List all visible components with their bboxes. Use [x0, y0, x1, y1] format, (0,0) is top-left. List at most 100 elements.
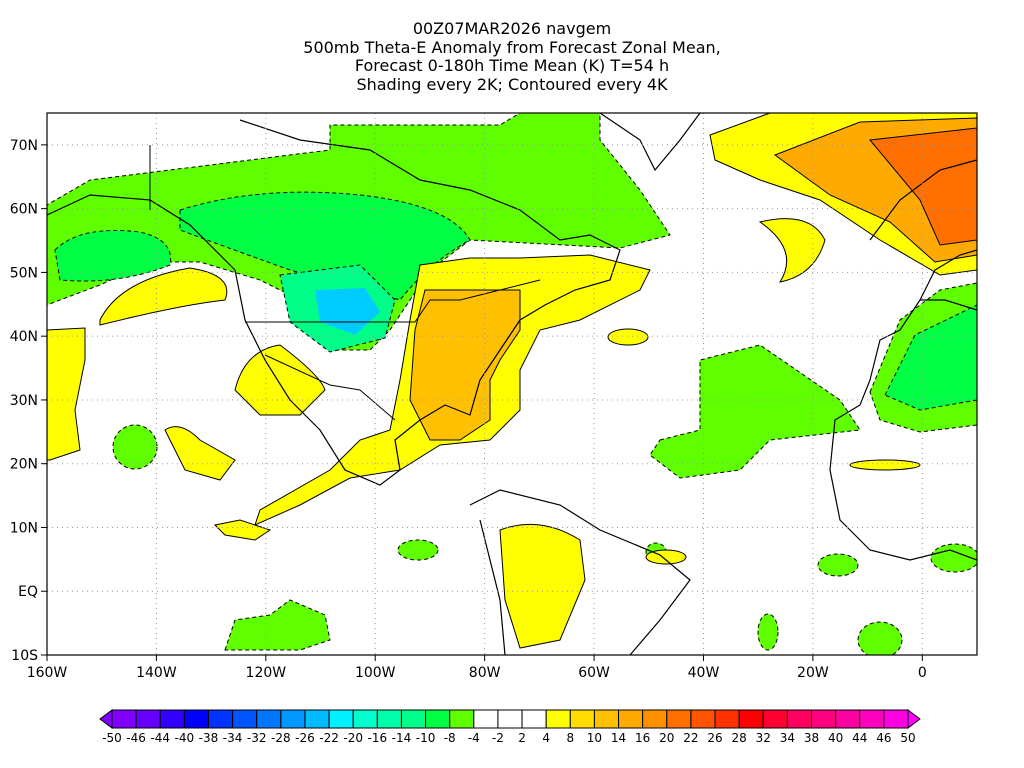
title-line-4: Shading every 2K; Contoured every 4K — [356, 74, 668, 94]
colorbar-label: 40 — [828, 731, 843, 745]
colorbar-swatch — [690, 709, 716, 729]
negative-anomaly-alaska-core — [54, 229, 172, 282]
colorbar-label: -46 — [126, 731, 146, 745]
colorbar-swatch — [400, 709, 427, 729]
y-tick-label: 20N — [10, 457, 38, 473]
y-tick-label: 50N — [10, 265, 38, 281]
colorbar-swatch — [883, 709, 909, 729]
colorbar-label: 22 — [683, 731, 698, 745]
y-tick-label: 60N — [10, 202, 38, 218]
negative-anomaly-plains-core — [315, 288, 380, 335]
colorbar-label: 2 — [518, 731, 526, 745]
colorbar-label: -8 — [444, 731, 456, 745]
title-line-2: 500mb Theta-E Anomaly from Forecast Zona… — [303, 37, 721, 57]
colorbar-label: -28 — [271, 731, 291, 745]
colorbar-swatch — [666, 709, 692, 729]
colorbar-swatch — [280, 709, 306, 729]
colorbar-label: 14 — [611, 731, 626, 745]
axis-ticks: 160W 140W 120W 100W 80W 60W 40W 20W 0 70N 60N 50N 40… — [10, 138, 927, 681]
colorbar-label: -20 — [343, 731, 363, 745]
x-tick-label: 140W — [136, 665, 177, 681]
colorbar-label: 44 — [852, 731, 867, 745]
colorbar-swatch — [449, 709, 475, 729]
colorbar-swatch — [835, 709, 861, 729]
colorbar-swatch — [111, 709, 137, 729]
y-tick-label: 30N — [10, 393, 38, 409]
colorbar-swatch — [183, 709, 209, 729]
y-tick-label: 40N — [10, 329, 38, 345]
y-tick-label: EQ — [18, 584, 38, 600]
colorbar-label: 8 — [566, 731, 574, 745]
y-tick-label: 70N — [10, 138, 38, 154]
x-tick-label: 100W — [355, 665, 396, 681]
colorbar-label: 28 — [732, 731, 747, 745]
y-tick-label: 10S — [11, 648, 38, 664]
colorbar-swatch — [714, 709, 740, 729]
colorbar-swatch — [207, 709, 234, 729]
colorbar-label: -14 — [392, 731, 412, 745]
colorbar-swatch — [811, 709, 837, 729]
colorbar-swatch — [618, 709, 644, 729]
colorbar-label: 32 — [756, 731, 771, 745]
colorbar-swatch — [569, 709, 595, 729]
negative-anomaly-central-atlantic — [649, 344, 861, 479]
colorbar-swatch — [352, 709, 378, 729]
colorbar-low-arrow — [99, 709, 113, 729]
colorbar-label: 20 — [659, 731, 674, 745]
borders — [149, 145, 541, 421]
colorbar-label: -10 — [416, 731, 436, 745]
colorbar-swatch — [159, 709, 185, 729]
colorbar-swatch — [376, 709, 402, 729]
x-tick-label: 160W — [27, 665, 68, 681]
coastlines — [47, 113, 977, 655]
colorbar-label: -2 — [492, 731, 504, 745]
colorbar-label: 4 — [542, 731, 550, 745]
colorbar-swatch — [593, 709, 620, 729]
positive-anomaly-north-atlantic-core — [869, 127, 977, 246]
plot-frame — [46, 112, 978, 656]
colorbar-label: 10 — [587, 731, 602, 745]
colorbar-label: 50 — [900, 731, 915, 745]
colorbar-swatch — [738, 709, 764, 729]
chart-title: 00Z07MAR2026 navgem 500mb Theta-E Anomal… — [0, 19, 1024, 94]
x-tick-label: 0 — [918, 665, 927, 681]
colorbar-swatch — [786, 709, 813, 729]
positive-anomaly-eastern-us-core — [409, 289, 521, 441]
y-tick-label: 10N — [10, 520, 38, 536]
title-line-1: 00Z07MAR2026 navgem — [412, 19, 612, 38]
colorbar-label: 16 — [635, 731, 650, 745]
colorbar-label: -44 — [150, 731, 170, 745]
positive-anomaly-patches — [47, 218, 921, 649]
colorbar-swatch — [642, 709, 668, 729]
colorbar-label: -16 — [368, 731, 388, 745]
colorbar-swatch — [545, 709, 571, 729]
colorbar-label: 34 — [780, 731, 795, 745]
negative-anomaly-patches — [112, 424, 977, 655]
colorbar-label: -32 — [247, 731, 267, 745]
title-line-3: Forecast 0-180h Time Mean (K) T=54 h — [354, 56, 670, 75]
colorbar-label: -34 — [223, 731, 243, 745]
colorbar-swatch — [762, 709, 788, 729]
colorbar-swatch — [521, 709, 547, 729]
x-tick-label: 20W — [797, 665, 829, 681]
colorbar-swatch — [497, 709, 523, 729]
x-tick-label: 40W — [688, 665, 720, 681]
colorbar-swatch — [304, 709, 330, 729]
x-tick-label: 80W — [469, 665, 501, 681]
colorbar-swatch — [425, 709, 451, 729]
anomaly-field — [47, 113, 977, 655]
colorbar-label: 38 — [804, 731, 819, 745]
colorbar-swatch — [328, 709, 354, 729]
colorbar-label: -26 — [295, 731, 315, 745]
colorbar-swatch — [256, 709, 282, 729]
colorbar-label: 26 — [707, 731, 722, 745]
negative-anomaly-canada-core — [179, 191, 471, 301]
colorbar-swatch — [473, 709, 499, 729]
colorbar-swatch — [232, 709, 258, 729]
x-tick-label: 60W — [578, 665, 610, 681]
colorbar-label: -22 — [319, 731, 339, 745]
colorbar-high-arrow — [907, 709, 921, 729]
negative-anomaly-iberia-core — [884, 304, 977, 411]
colorbar-label: 46 — [876, 731, 891, 745]
